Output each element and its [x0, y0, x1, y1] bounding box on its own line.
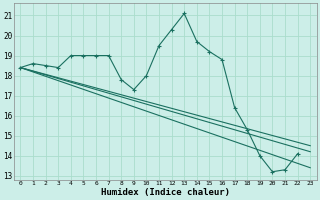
- X-axis label: Humidex (Indice chaleur): Humidex (Indice chaleur): [101, 188, 230, 197]
